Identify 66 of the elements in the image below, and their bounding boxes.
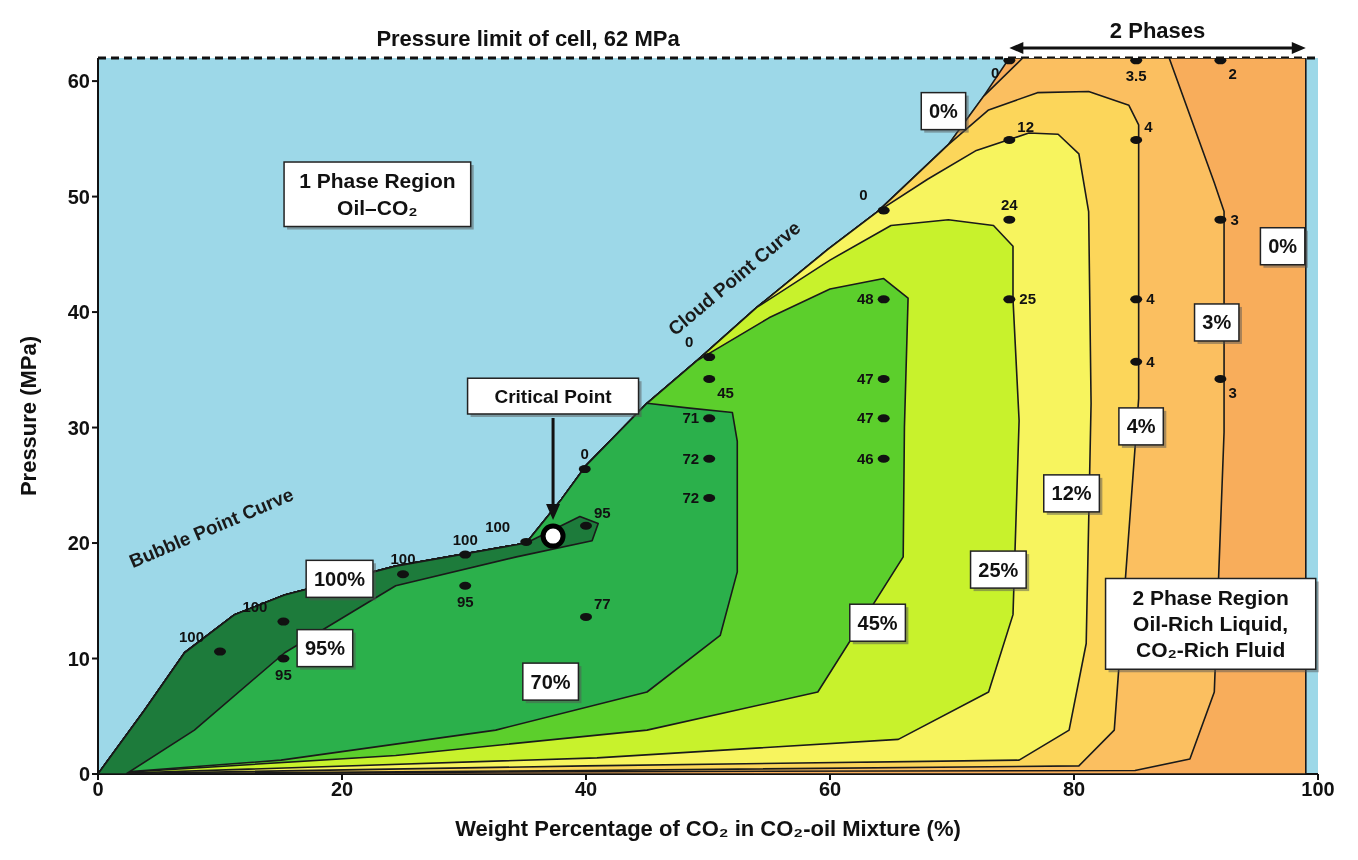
annotation: 3.5 xyxy=(1125,67,1147,85)
annotation: 45 xyxy=(717,384,734,402)
annotation: 45% xyxy=(857,611,898,634)
annotation: 71 xyxy=(682,409,700,427)
annotation: 100 xyxy=(390,550,416,568)
ref-line-label: Pressure limit of cell, 62 MPa xyxy=(376,26,681,51)
y-tick-label: 40 xyxy=(67,301,90,324)
annotation: 4% xyxy=(1126,415,1156,438)
x-tick-label: 80 xyxy=(1062,778,1086,801)
y-tick-label: 60 xyxy=(67,70,90,93)
annotation: 3 xyxy=(1230,210,1239,228)
x-tick-label: 40 xyxy=(574,778,598,801)
annotation: 12% xyxy=(1051,482,1092,505)
annotation: 47 xyxy=(856,370,874,388)
annotation: 0 xyxy=(859,186,868,204)
annotation: 95 xyxy=(456,592,474,610)
annotation: 100 xyxy=(485,517,511,535)
annotation: 3% xyxy=(1202,311,1232,334)
x-tick-label: 20 xyxy=(330,778,354,801)
annotation: 2 Phase Region Oil-Rich Liquid, CO₂-Rich Fluid xyxy=(1132,585,1289,662)
annotation: 70% xyxy=(530,670,571,693)
annotation: 95% xyxy=(304,637,346,660)
y-tick-label: 0 xyxy=(78,763,90,786)
annotation: 0% xyxy=(1268,235,1298,258)
text: 2 Phases xyxy=(1109,18,1206,43)
x-axis-title: Weight Percentage of CO₂ in CO₂-oil Mixture (%) xyxy=(455,816,961,841)
annotation: 100 xyxy=(178,627,204,645)
y-tick-label: 20 xyxy=(67,532,90,555)
annotation: 0 xyxy=(580,445,589,463)
point xyxy=(580,612,592,621)
annotation: 100% xyxy=(313,567,366,590)
y-tick-label: 50 xyxy=(67,185,90,208)
annotation: 3 xyxy=(1228,384,1237,402)
point xyxy=(540,523,566,549)
annotation: 48 xyxy=(856,290,874,308)
annotation: 4 xyxy=(1146,290,1156,308)
annotation: 95 xyxy=(594,503,611,521)
annotation: 4 xyxy=(1146,352,1156,370)
annotation: 46 xyxy=(856,449,874,467)
annotation: 4 xyxy=(1144,117,1154,135)
y-axis-title: Pressure (MPa) xyxy=(15,335,41,497)
annotation: 72 xyxy=(682,488,700,506)
annotation: 100 xyxy=(452,530,478,548)
y-tick-label: 10 xyxy=(67,647,90,670)
x-tick-label: 100 xyxy=(1301,778,1335,801)
point xyxy=(214,647,226,656)
annotation: 95 xyxy=(275,665,292,683)
annotation: 24 xyxy=(1001,195,1019,213)
annotation: 100 xyxy=(242,597,268,615)
annotation: 12 xyxy=(1017,117,1035,135)
annotation: 2 xyxy=(1228,65,1237,83)
annotation: 0% xyxy=(929,100,959,123)
y-tick-label: 30 xyxy=(67,416,90,439)
annotation: 0 xyxy=(684,333,694,351)
annotation: 72 xyxy=(682,449,700,467)
annotation: 0 xyxy=(991,64,1000,82)
x-tick-label: 60 xyxy=(818,778,842,801)
annotation: 25 xyxy=(1019,290,1037,308)
point xyxy=(580,521,592,530)
x-tick-label: 0 xyxy=(92,778,104,801)
annotation: Critical Point xyxy=(494,385,613,407)
annotation: 1 Phase Region Oil–CO₂ xyxy=(299,169,456,219)
annotation: 77 xyxy=(594,594,611,612)
annotation: 25% xyxy=(978,558,1019,581)
annotation: 47 xyxy=(856,409,874,427)
point xyxy=(397,570,409,579)
